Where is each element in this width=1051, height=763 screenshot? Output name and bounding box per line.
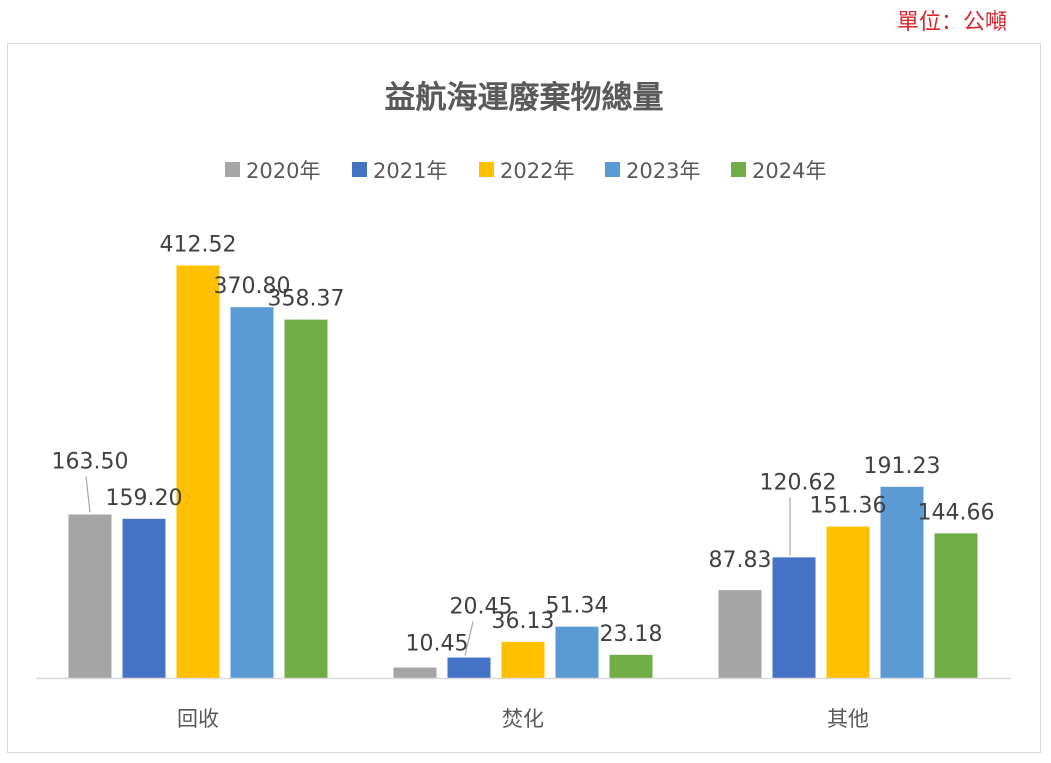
bar-回收-2021年: [122, 518, 166, 678]
legend-swatch-2023年: [605, 162, 620, 177]
data-label: 370.80: [214, 274, 291, 299]
bar-其他-2020年: [718, 590, 762, 678]
data-label: 144.66: [918, 500, 995, 525]
data-label: 23.18: [600, 622, 663, 647]
label-leader-line: [464, 621, 474, 656]
data-label: 412.52: [160, 232, 237, 257]
bar-回收-2024年: [284, 319, 328, 678]
data-label: 120.62: [760, 470, 837, 495]
bar-其他-2024年: [934, 533, 978, 678]
bar-回收-2020年: [68, 514, 112, 678]
legend-label: 2024年: [752, 159, 826, 183]
label-leader-line: [85, 476, 91, 513]
bar-其他-2021年: [772, 557, 816, 678]
bar-回收-2022年: [176, 265, 220, 678]
bars: [68, 265, 978, 678]
data-label: 36.13: [492, 609, 555, 634]
legend-swatch-2020年: [225, 162, 240, 177]
bar-其他-2023年: [880, 486, 924, 678]
data-label: 159.20: [106, 486, 183, 511]
data-label: 151.36: [810, 494, 887, 519]
category-label: 焚化: [502, 707, 544, 731]
data-label: 10.45: [406, 632, 469, 657]
category-labels: 回收 焚化 其他: [177, 707, 869, 731]
category-label: 回收: [177, 707, 219, 731]
unit-label: 單位：公噸: [896, 10, 1007, 35]
legend-swatch-2022年: [479, 162, 494, 177]
legend-label: 2022年: [500, 159, 574, 183]
category-label: 其他: [827, 707, 869, 731]
data-label: 87.83: [709, 548, 772, 573]
legend: 2020年 2021年 2022年 2023年 2024年: [225, 159, 826, 183]
data-label: 191.23: [864, 454, 941, 479]
data-label: 20.45: [450, 595, 513, 620]
bar-焚化-2023年: [555, 626, 599, 678]
bar-其他-2022年: [826, 526, 870, 678]
legend-label: 2023年: [626, 159, 700, 183]
data-label: 358.37: [268, 287, 345, 312]
legend-swatch-2021年: [352, 162, 367, 177]
legend-swatch-2024年: [731, 162, 746, 177]
data-label: 163.50: [52, 450, 129, 475]
bar-回收-2023年: [230, 307, 274, 678]
label-leaders: [85, 476, 791, 656]
bar-焚化-2020年: [393, 667, 437, 678]
bar-焚化-2024年: [609, 654, 653, 678]
chart-title: 益航海運廢棄物總量: [385, 80, 664, 116]
chart-frame: [7, 43, 1041, 753]
data-label: 51.34: [546, 594, 609, 619]
legend-label: 2021年: [373, 159, 447, 183]
bar-焚化-2021年: [447, 657, 491, 678]
bar-焚化-2022年: [501, 641, 545, 678]
legend-label: 2020年: [246, 159, 320, 183]
